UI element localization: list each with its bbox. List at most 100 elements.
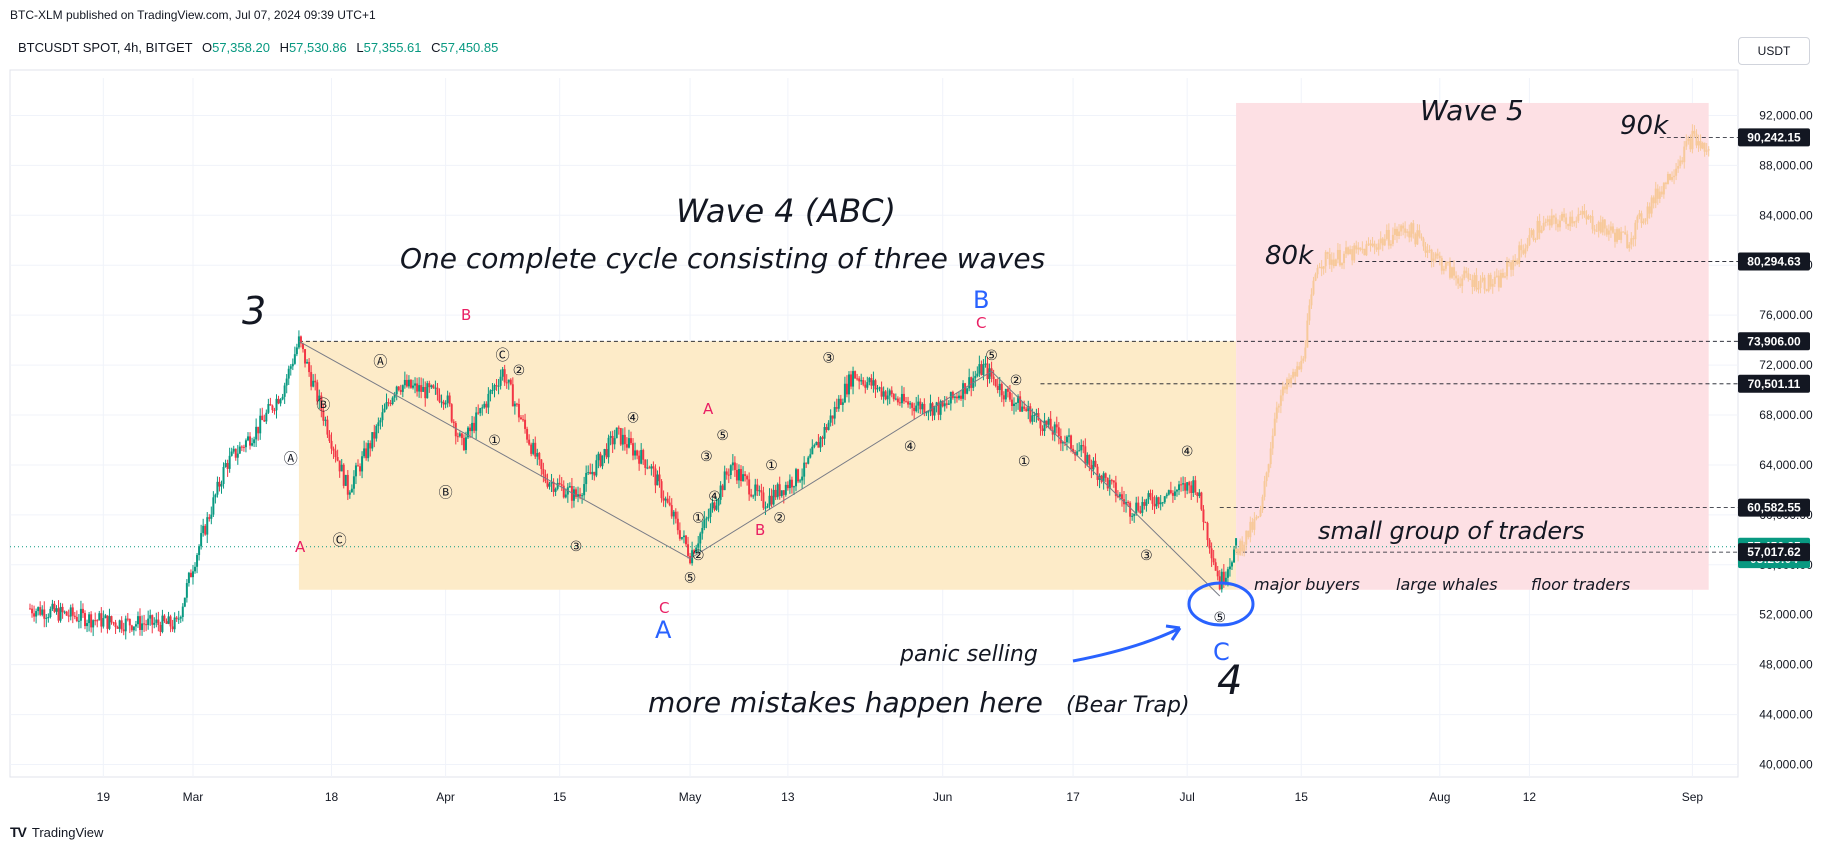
wave-count-mark: ④ (627, 411, 640, 427)
candle-body (462, 437, 465, 451)
candle-body (701, 527, 704, 534)
candle-body (73, 615, 76, 617)
candle-body (1202, 509, 1205, 523)
candle-body (542, 469, 545, 475)
projection-candle (1446, 262, 1449, 264)
projection-candle (1379, 238, 1382, 244)
projection-candle (1424, 246, 1427, 253)
candle-body (202, 525, 205, 534)
candle-body (589, 472, 592, 475)
candle-body (680, 537, 683, 539)
projection-candle (1473, 275, 1476, 287)
projection-candle (1451, 267, 1454, 278)
candle-body (870, 378, 873, 386)
projection-candle (1300, 360, 1303, 370)
candle-body (216, 481, 219, 495)
candle-body (811, 446, 814, 455)
projection-candle (1469, 278, 1472, 280)
projection-candle (1290, 377, 1293, 384)
candle-body (672, 511, 675, 517)
candle-body (1041, 428, 1044, 432)
projection-candle (1591, 216, 1594, 230)
candle-body (69, 607, 72, 617)
projection-candle (1489, 274, 1492, 287)
candle-body (448, 395, 451, 405)
candle-body (81, 608, 84, 614)
candle-body (108, 616, 111, 629)
candle-body (835, 407, 838, 409)
projection-candle (1673, 175, 1676, 178)
candle-body (440, 401, 443, 403)
candle-body (725, 471, 728, 475)
symbol-label[interactable]: BTCUSDT SPOT, 4h, BITGET (18, 40, 193, 55)
candle-body (1047, 418, 1050, 425)
wave-count-mark: ② (513, 363, 526, 379)
candle-body (473, 422, 476, 431)
projection-candle (1298, 366, 1301, 370)
projection-candle (1660, 191, 1663, 195)
candle-body (1212, 558, 1215, 563)
candle-body (383, 408, 386, 413)
candle-body (261, 415, 264, 421)
candle-body (731, 462, 734, 466)
tradingview-logo-icon[interactable]: TV (10, 824, 27, 840)
candle-body (927, 411, 930, 413)
projection-candle (1477, 287, 1480, 290)
publish-info: BTC-XLM published on TradingView.com, Ju… (10, 8, 376, 22)
candle-body (244, 440, 247, 448)
candle-body (185, 583, 188, 598)
candle-body (695, 547, 698, 554)
projection-candle (1587, 216, 1590, 220)
candle-body (141, 623, 144, 630)
candle-body (96, 620, 99, 622)
candle-body (385, 402, 388, 409)
currency-unit-button[interactable]: USDT (1738, 37, 1810, 65)
candle-body (1161, 502, 1164, 504)
projection-candle (1624, 232, 1627, 235)
candle-body (214, 494, 217, 498)
candle-body (617, 427, 620, 429)
projection-candle (1485, 289, 1488, 291)
projection-candle (1634, 222, 1637, 240)
candle-body (1037, 413, 1040, 420)
projection-candle (1585, 215, 1588, 220)
candle-body (858, 378, 861, 382)
candle-body (1021, 406, 1024, 412)
candle-body (1010, 399, 1013, 407)
candle-body (992, 376, 995, 380)
candle-body (373, 432, 376, 439)
candle-body (760, 490, 763, 493)
candle-body (982, 364, 985, 376)
candle-body (1108, 480, 1111, 489)
candle-body (59, 606, 62, 621)
small-group-label: small group of traders (1318, 517, 1585, 545)
projection-candle (1273, 418, 1276, 436)
candle-body (464, 437, 467, 451)
candle-body (1200, 492, 1203, 510)
candle-body (47, 617, 50, 619)
candle-body (163, 615, 166, 622)
candle-body (226, 463, 229, 469)
candle-body (729, 465, 732, 476)
candle-body (456, 436, 459, 438)
candle-body (238, 446, 241, 454)
candle-body (748, 479, 751, 495)
projection-candle (1249, 521, 1252, 538)
candle-body (405, 379, 408, 387)
candle-body (850, 374, 853, 387)
candle-body (1068, 435, 1071, 437)
candle-body (450, 404, 453, 422)
chart-title: Wave 4 (ABC) (676, 192, 896, 230)
candle-body (1029, 406, 1032, 422)
y-tick-label: 88,000.00 (1759, 158, 1813, 172)
candle-body (1065, 436, 1068, 443)
candle-body (784, 484, 787, 495)
candle-body (556, 482, 559, 489)
projection-candle (1453, 267, 1456, 276)
projection-candle (1455, 275, 1458, 279)
projection-candle (1434, 253, 1437, 259)
projection-candle (1644, 218, 1647, 222)
candle-body (1096, 466, 1099, 480)
candle-body (1070, 435, 1073, 449)
